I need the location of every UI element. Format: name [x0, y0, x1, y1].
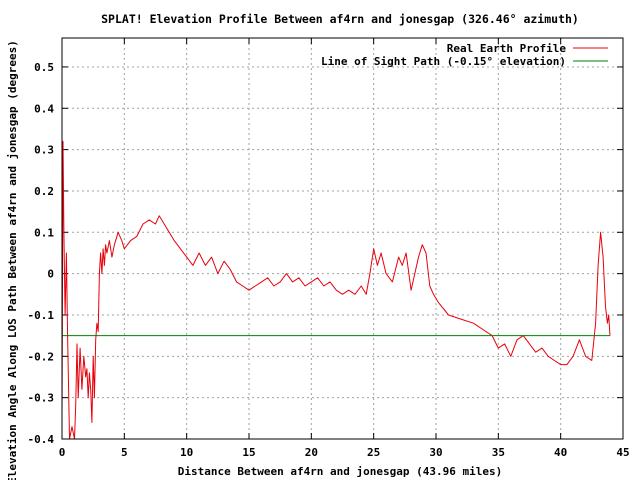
- x-tick-label: 0: [59, 446, 66, 459]
- y-tick-label: 0.4: [34, 102, 54, 115]
- series-layer: [61, 140, 611, 440]
- x-tick-label: 25: [367, 446, 380, 459]
- x-tick-label: 10: [180, 446, 193, 459]
- legend-label-real-earth: Real Earth Profile: [447, 42, 567, 55]
- plot-frame: [61, 37, 624, 440]
- y-axis-label: Elevation Angle Along LOS Path Between a…: [6, 40, 19, 480]
- x-tick-label: 40: [554, 446, 567, 459]
- x-tick-label: 30: [429, 446, 442, 459]
- y-axis-ticks: -0.4 -0.3 -0.2 -0.1 0 0.1 0.2 0.3 0.4 0.5: [28, 61, 623, 446]
- x-tick-label: 45: [616, 446, 629, 459]
- series-line-real-earth: [61, 140, 611, 440]
- legend: Real Earth Profile Line of Sight Path (-…: [321, 42, 608, 68]
- y-tick-label: 0.3: [34, 144, 54, 157]
- x-axis-ticks: 0 5 10 15 20 25 30 35 40 45: [59, 38, 630, 459]
- x-tick-label: 15: [242, 446, 255, 459]
- x-tick-label: 35: [492, 446, 505, 459]
- x-tick-label: 20: [305, 446, 318, 459]
- chart-title: SPLAT! Elevation Profile Between af4rn a…: [101, 12, 579, 26]
- y-tick-label: -0.1: [28, 309, 55, 322]
- y-tick-label: -0.2: [28, 350, 55, 363]
- x-axis-label: Distance Between af4rn and jonesgap (43.…: [178, 465, 503, 478]
- y-tick-label: -0.3: [28, 392, 55, 405]
- y-tick-label: 0.1: [34, 226, 54, 239]
- y-tick-label: -0.4: [28, 433, 55, 446]
- grid: [62, 38, 623, 439]
- y-tick-label: 0.5: [34, 61, 54, 74]
- x-tick-label: 5: [121, 446, 128, 459]
- y-tick-label: 0: [47, 268, 54, 281]
- y-tick-label: 0.2: [34, 185, 54, 198]
- legend-label-line-of-sight: Line of Sight Path (-0.15° elevation): [321, 55, 566, 68]
